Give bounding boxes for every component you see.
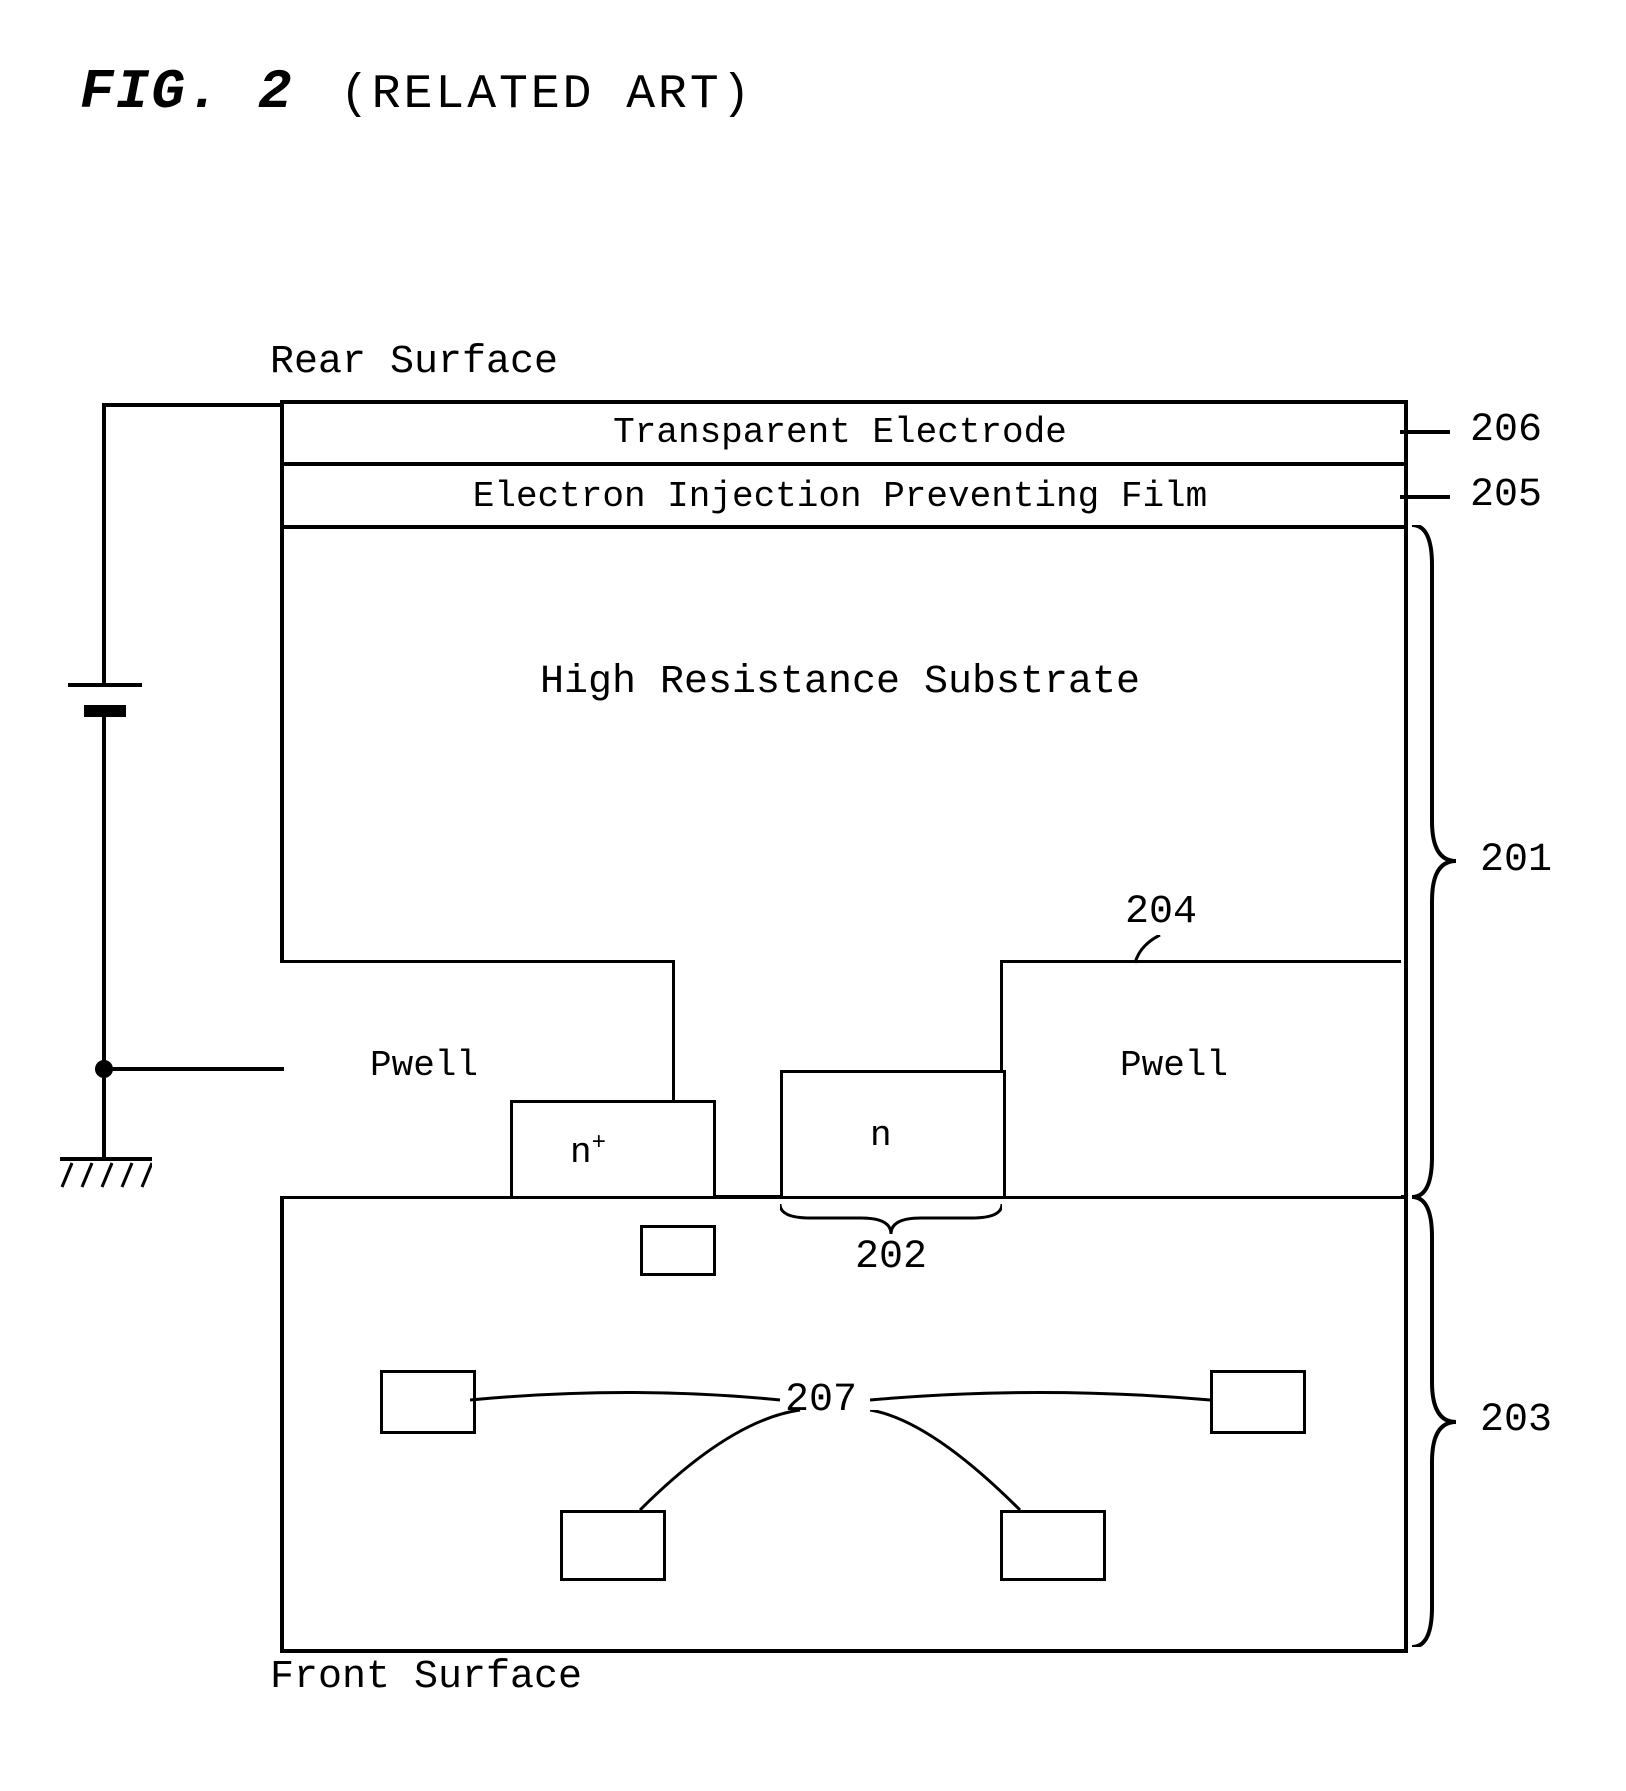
wire-to-ground bbox=[102, 1067, 106, 1157]
wire-battery-to-node bbox=[102, 717, 106, 1067]
small-contact-box bbox=[640, 1225, 716, 1276]
n-region bbox=[780, 1070, 1006, 1196]
pwell-right-label: Pwell bbox=[1120, 1045, 1228, 1086]
wire-to-pwell bbox=[102, 1067, 284, 1071]
wiring-box-3 bbox=[560, 1510, 666, 1581]
ref-203: 203 bbox=[1480, 1398, 1552, 1443]
leader-207-right-down bbox=[870, 1410, 1070, 1520]
battery-long bbox=[68, 683, 142, 687]
wire-top bbox=[102, 403, 284, 407]
ref-202: 202 bbox=[855, 1235, 927, 1280]
pwell-left-label: Pwell bbox=[370, 1045, 478, 1086]
layer-divider-1 bbox=[280, 462, 1404, 466]
electron-injection-label: Electron Injection Preventing Film bbox=[360, 476, 1320, 517]
front-surface-label: Front Surface bbox=[270, 1655, 582, 1700]
brace-201 bbox=[1408, 525, 1468, 1197]
leader-205 bbox=[1400, 495, 1450, 499]
transparent-electrode-label: Transparent Electrode bbox=[560, 412, 1120, 453]
rear-surface-label: Rear Surface bbox=[270, 340, 558, 385]
ref-201: 201 bbox=[1480, 838, 1552, 883]
ref-204: 204 bbox=[1125, 890, 1197, 935]
high-resistance-label: High Resistance Substrate bbox=[520, 660, 1160, 705]
leader-204 bbox=[1130, 935, 1180, 965]
leader-206 bbox=[1400, 430, 1450, 434]
wiring-box-2 bbox=[1210, 1370, 1306, 1434]
ref-205: 205 bbox=[1470, 473, 1542, 518]
ground-symbol bbox=[60, 1157, 152, 1197]
wiring-box-1 bbox=[380, 1370, 476, 1434]
figure-subtitle: (RELATED ART) bbox=[340, 68, 753, 122]
figure-title: FIG. 2 bbox=[80, 60, 294, 124]
wire-down-to-battery bbox=[102, 403, 106, 683]
n-plus-label: n+ bbox=[570, 1130, 606, 1173]
leader-207-left-down bbox=[610, 1410, 810, 1520]
n-plus-region bbox=[510, 1100, 716, 1196]
brace-202 bbox=[780, 1200, 1002, 1235]
figure-container: FIG. 2 (RELATED ART) Rear Surface Transp… bbox=[40, 40, 1586, 1751]
layer-divider-2 bbox=[280, 525, 1404, 529]
battery-short bbox=[84, 705, 126, 717]
brace-203 bbox=[1408, 1197, 1468, 1647]
wiring-box-4 bbox=[1000, 1510, 1106, 1581]
n-region-label: n bbox=[870, 1115, 892, 1156]
ref-206: 206 bbox=[1470, 408, 1542, 453]
